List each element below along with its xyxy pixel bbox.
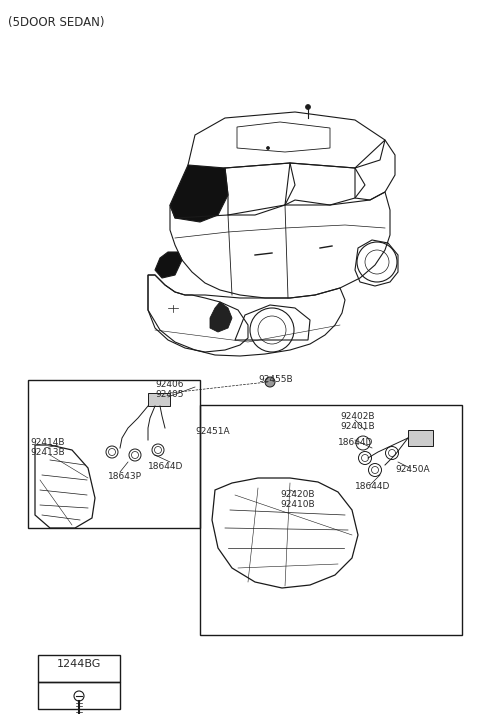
Text: 92406
92405: 92406 92405 — [155, 380, 183, 399]
Bar — [200, 405, 462, 635]
Text: 92402B
92401B: 92402B 92401B — [340, 412, 374, 431]
Text: 18644D: 18644D — [355, 482, 390, 491]
Text: 92420B
92410B: 92420B 92410B — [280, 490, 314, 509]
Text: 92451A: 92451A — [195, 427, 229, 436]
Bar — [408, 430, 433, 446]
Text: 92414B
92413B: 92414B 92413B — [30, 438, 65, 458]
Text: (5DOOR SEDAN): (5DOOR SEDAN) — [8, 16, 105, 29]
Polygon shape — [170, 165, 228, 222]
Text: 18643P: 18643P — [108, 472, 142, 481]
Circle shape — [265, 377, 275, 387]
Circle shape — [305, 104, 311, 109]
Bar — [38, 655, 120, 682]
Bar — [148, 393, 170, 406]
Text: 92450A: 92450A — [395, 465, 430, 474]
Text: 18644D: 18644D — [148, 462, 183, 471]
Bar — [38, 682, 120, 709]
Text: 92455B: 92455B — [258, 375, 293, 384]
Text: 1244BG: 1244BG — [57, 659, 101, 669]
Text: 18644D: 18644D — [338, 438, 373, 447]
Polygon shape — [210, 302, 232, 332]
Bar — [28, 380, 200, 528]
Polygon shape — [155, 252, 182, 278]
Circle shape — [266, 146, 269, 149]
